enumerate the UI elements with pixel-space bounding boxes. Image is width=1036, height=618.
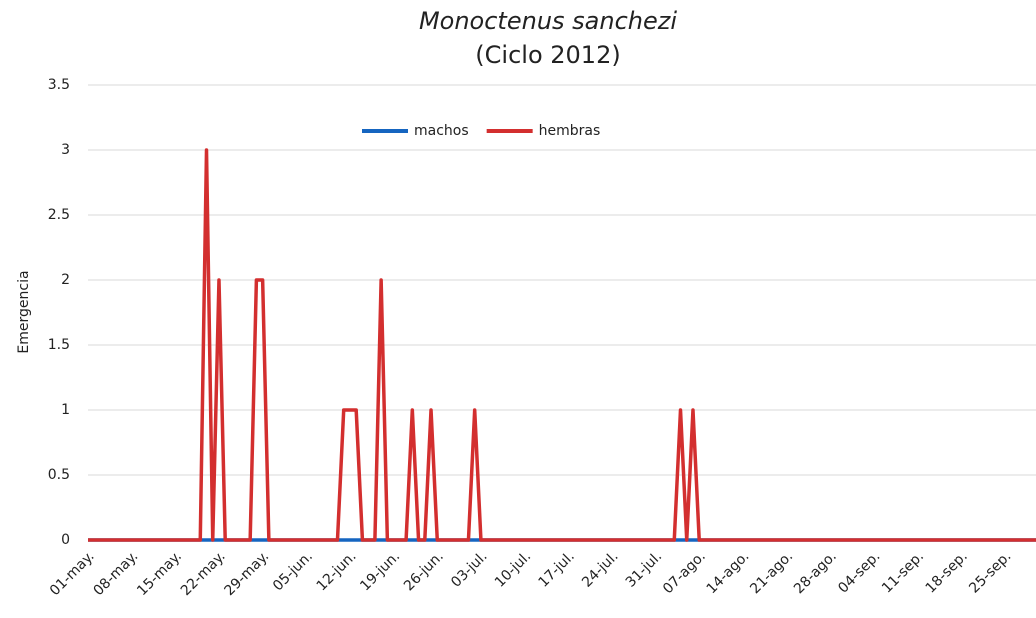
y-tick-label: 2.5 [48,207,70,223]
x-tick-label: 15-may. [134,548,185,599]
x-tick-label: 10-jul. [492,548,534,590]
x-tick-label: 22-may. [178,548,229,599]
legend-label: machos [414,123,469,139]
chart-subtitle: (Ciclo 2012) [475,41,620,69]
x-tick-label: 25-sep. [966,548,1014,596]
x-tick-label: 24-jul. [579,548,621,590]
x-tick-label: 05-jun. [270,548,316,594]
x-tick-label: 04-sep. [835,548,883,596]
y-axis-label: Emergencia [16,270,32,353]
legend-label: hembras [539,123,601,139]
x-tick-label: 21-ago. [747,548,796,597]
x-tick-label: 19-jun. [357,548,403,594]
x-tick-label: 17-jul. [535,548,577,590]
y-tick-label: 3.5 [48,77,70,93]
y-tick-label: 0 [61,532,70,548]
x-tick-label: 03-jul. [448,548,490,590]
x-tick-label: 14-ago. [704,548,753,597]
line-series [88,148,1036,542]
x-tick-label: 07-ago. [660,548,709,597]
x-tick-label: 08-may. [91,548,142,599]
x-tick-label: 11-sep. [879,548,927,596]
x-tick-label: 26-jun. [401,548,447,594]
y-tick-label: 0.5 [48,467,70,483]
x-tick-label: 01-may. [47,548,98,599]
y-tick-label: 3 [61,142,70,158]
x-tick-label: 31-jul. [623,548,665,590]
y-tick-label: 2 [61,272,70,288]
y-tick-label: 1 [61,402,70,418]
y-tick-label: 1.5 [48,337,70,353]
x-tick-label: 28-ago. [791,548,840,597]
chart-title: Monoctenus sanchezi [419,7,677,35]
x-tick-label: 29-may. [221,548,272,599]
x-tick-label: 18-sep. [923,548,971,596]
x-tick-label: 12-jun. [314,548,360,594]
